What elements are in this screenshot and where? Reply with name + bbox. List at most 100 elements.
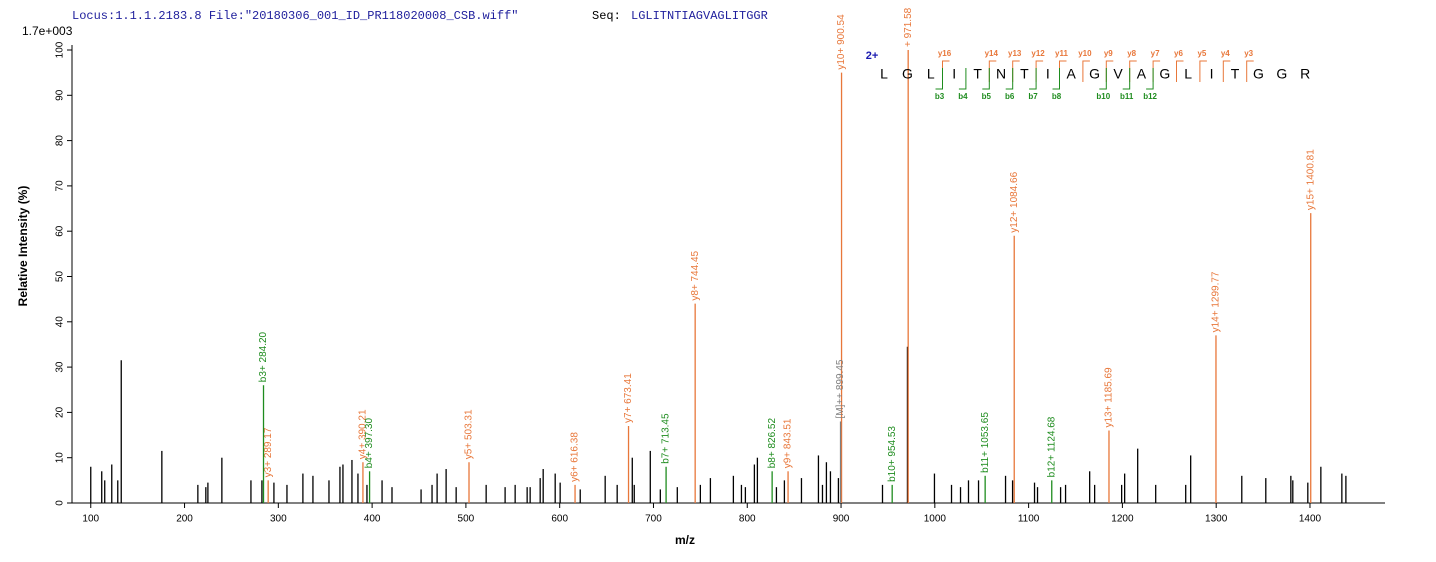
y-ion-label: y11 — [1055, 49, 1068, 58]
peak-label: y7+ 673.41 — [623, 373, 634, 423]
x-tick-label: 200 — [176, 514, 193, 525]
x-axis-label: m/z — [675, 533, 695, 547]
peak-label: y6+ 616.38 — [570, 432, 581, 482]
y-ion-marker — [1222, 60, 1231, 82]
peak-label: b8+ 826.52 — [767, 418, 778, 469]
x-tick-label: 400 — [364, 514, 381, 525]
b-ion-label: b7 — [1028, 92, 1038, 101]
y-tick-label: 30 — [55, 361, 66, 373]
b-ion-marker — [1005, 68, 1014, 90]
y-tick-label: 70 — [55, 180, 66, 192]
x-tick-label: 300 — [270, 514, 287, 525]
b-ion-marker — [982, 68, 990, 90]
y-ion-marker — [1012, 60, 1020, 82]
residue: T — [1231, 66, 1240, 82]
residue: T — [1020, 66, 1029, 82]
b-ion-marker — [935, 68, 943, 90]
residue: I — [1210, 66, 1214, 82]
peak-label: y8+ 744.45 — [690, 250, 701, 300]
y-ion-label: y7 — [1151, 49, 1160, 58]
y-tick-label: 50 — [55, 271, 66, 283]
peak-label: y14+ 1299.77 — [1211, 271, 1222, 332]
header-locus: Locus:1.1.1.2183.8 File:"20180306_001_ID… — [72, 9, 518, 23]
y-tick-label: 100 — [55, 41, 66, 58]
y-ion-marker — [1035, 60, 1044, 82]
residue: G — [1159, 66, 1170, 82]
b-ion-marker — [1099, 68, 1107, 90]
y-ion-label: y10 — [1078, 49, 1092, 58]
b-ion-label: b8 — [1052, 92, 1062, 101]
y-ion-label: y14 — [985, 49, 999, 58]
x-tick-label: 600 — [551, 514, 568, 525]
x-tick-label: 900 — [833, 514, 850, 525]
peak-label: b10+ 954.53 — [887, 426, 898, 482]
residue: I — [1046, 66, 1050, 82]
peak-label: y3+ 289.17 — [263, 427, 274, 477]
residue: T — [973, 66, 982, 82]
b-ion-label: b5 — [982, 92, 992, 101]
y-ion-label: y8 — [1127, 49, 1136, 58]
y-ion-marker — [942, 60, 950, 82]
y-tick-label: 60 — [55, 225, 66, 237]
peak-label: y4+ 390.21 — [358, 409, 369, 459]
y-axis-label: Relative Intensity (%) — [16, 186, 30, 307]
y-tick-label: 80 — [55, 135, 66, 147]
peak-label: [M]++ 899.45 — [835, 359, 846, 418]
residue: G — [902, 66, 913, 82]
b-ion-label: b6 — [1005, 92, 1015, 101]
residue: I — [952, 66, 956, 82]
residue: V — [1113, 66, 1123, 82]
y-ion-label: y9 — [1104, 49, 1113, 58]
residue: G — [1276, 66, 1287, 82]
b-ion-marker — [1122, 68, 1131, 90]
b-ion-marker — [1052, 68, 1060, 90]
b-ion-label: b10 — [1096, 92, 1110, 101]
x-tick-label: 1400 — [1299, 514, 1322, 525]
b-ion-marker — [1029, 68, 1037, 90]
residue: G — [1089, 66, 1100, 82]
b-ion-label: b11 — [1120, 92, 1134, 101]
peak-label: y9+ 843.51 — [783, 418, 794, 468]
peak-label: y13+ 1185.69 — [1104, 367, 1115, 428]
max-intensity: 1.7e+003 — [22, 24, 73, 38]
b-ion-label: b3 — [935, 92, 945, 101]
b-ion-label: b4 — [958, 92, 968, 101]
peak-label: b7+ 713.45 — [661, 413, 672, 464]
peak-label: y5+ 503.31 — [464, 409, 475, 459]
y-tick-label: 40 — [55, 316, 66, 328]
y-ion-marker — [1246, 60, 1254, 82]
residue: L — [1184, 66, 1192, 82]
y-ion-marker — [1059, 60, 1067, 82]
x-tick-label: 500 — [458, 514, 475, 525]
x-tick-label: 800 — [739, 514, 756, 525]
peak-label: b11+ 1053.65 — [980, 412, 991, 473]
y-ion-marker — [1105, 60, 1114, 82]
peak-label: b3+ 284.20 — [258, 331, 269, 382]
y-ion-marker — [1129, 60, 1137, 82]
peak-label: y15+ 1400.81 — [1305, 149, 1316, 210]
residue: L — [927, 66, 935, 82]
charge-label: 2+ — [866, 50, 879, 62]
peak-label: b12+ 1124.68 — [1046, 416, 1057, 477]
y-ion-label: y4 — [1221, 49, 1230, 58]
header-seq-label: Seq: — [592, 9, 621, 23]
header-sequence: LGLITNTIAGVAGLITGGR — [631, 9, 768, 23]
peak-label: b4+ 397.30 — [364, 418, 375, 469]
x-tick-label: 1000 — [924, 514, 947, 525]
y-ion-label: y3 — [1244, 49, 1253, 58]
y-ion-label: y16 — [938, 49, 952, 58]
b-ion-marker — [958, 68, 967, 90]
peak-label: y10+ 900.54 — [836, 14, 847, 70]
y-tick-label: 20 — [55, 406, 66, 418]
residue: N — [996, 66, 1006, 82]
x-tick-label: 1200 — [1111, 514, 1134, 525]
y-ion-label: y6 — [1174, 49, 1183, 58]
residue: A — [1067, 66, 1077, 82]
residue: G — [1253, 66, 1264, 82]
y-ion-marker — [1199, 60, 1207, 82]
peak-label: + 971.58 — [903, 7, 914, 47]
y-ion-label: y5 — [1197, 49, 1206, 58]
residue: R — [1300, 66, 1310, 82]
y-tick-label: 10 — [55, 452, 66, 464]
